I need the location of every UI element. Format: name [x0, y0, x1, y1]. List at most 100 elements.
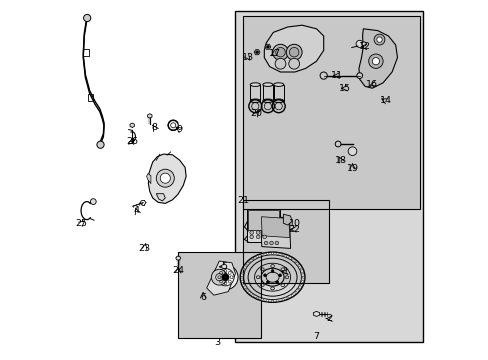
Polygon shape	[361, 42, 366, 46]
Circle shape	[97, 141, 104, 148]
Ellipse shape	[250, 83, 260, 86]
Ellipse shape	[271, 300, 273, 302]
Circle shape	[275, 58, 285, 69]
Ellipse shape	[297, 264, 300, 266]
Bar	[83, 49, 89, 56]
Text: 17: 17	[268, 49, 281, 58]
Ellipse shape	[265, 300, 268, 302]
Text: 25: 25	[76, 219, 88, 228]
Ellipse shape	[300, 284, 302, 286]
Text: 2: 2	[325, 314, 331, 323]
Polygon shape	[264, 25, 323, 72]
Circle shape	[320, 72, 326, 79]
Ellipse shape	[290, 294, 293, 296]
Circle shape	[263, 274, 266, 277]
Text: 22: 22	[287, 225, 300, 234]
Ellipse shape	[282, 254, 284, 256]
Circle shape	[368, 54, 382, 68]
Ellipse shape	[256, 297, 258, 299]
Ellipse shape	[263, 99, 272, 103]
Polygon shape	[247, 209, 279, 242]
Polygon shape	[130, 123, 134, 127]
Circle shape	[255, 51, 258, 54]
Circle shape	[335, 141, 340, 147]
Bar	[273, 85, 283, 101]
Circle shape	[211, 269, 227, 285]
Ellipse shape	[273, 99, 283, 103]
Ellipse shape	[247, 261, 250, 263]
Ellipse shape	[286, 297, 288, 299]
Text: 4: 4	[133, 206, 139, 215]
Text: 15: 15	[338, 84, 350, 93]
Text: 7: 7	[313, 332, 319, 341]
Ellipse shape	[261, 254, 263, 256]
Ellipse shape	[250, 99, 260, 103]
Polygon shape	[147, 114, 152, 118]
Circle shape	[249, 235, 253, 239]
Circle shape	[356, 73, 362, 78]
Text: 3: 3	[214, 338, 220, 347]
Ellipse shape	[241, 280, 243, 282]
Text: 18: 18	[334, 156, 346, 165]
Circle shape	[275, 281, 278, 284]
Circle shape	[156, 169, 174, 187]
Polygon shape	[261, 217, 289, 238]
Ellipse shape	[244, 264, 246, 266]
Polygon shape	[206, 261, 235, 295]
Circle shape	[168, 120, 178, 130]
Circle shape	[249, 231, 253, 234]
Circle shape	[373, 34, 384, 45]
Polygon shape	[260, 216, 290, 248]
Circle shape	[371, 58, 379, 65]
Text: 24: 24	[172, 266, 184, 275]
Bar	[235, 11, 422, 342]
Ellipse shape	[251, 294, 253, 296]
Circle shape	[285, 44, 302, 60]
Ellipse shape	[261, 299, 263, 301]
Circle shape	[90, 199, 96, 204]
Bar	[242, 16, 419, 209]
Circle shape	[289, 48, 298, 57]
Bar	[250, 85, 260, 101]
Text: 23: 23	[138, 244, 150, 253]
Circle shape	[216, 269, 234, 286]
Ellipse shape	[251, 258, 253, 260]
Circle shape	[263, 235, 266, 239]
Ellipse shape	[282, 299, 284, 301]
Circle shape	[272, 44, 288, 60]
Text: 8: 8	[151, 123, 157, 132]
Ellipse shape	[242, 284, 244, 286]
Circle shape	[222, 274, 228, 281]
Circle shape	[288, 58, 299, 69]
Circle shape	[275, 241, 278, 245]
Ellipse shape	[247, 292, 250, 293]
Polygon shape	[313, 311, 319, 316]
Circle shape	[212, 265, 238, 290]
Circle shape	[278, 274, 281, 277]
Text: 20: 20	[250, 109, 262, 118]
Ellipse shape	[294, 261, 297, 263]
Ellipse shape	[263, 83, 272, 86]
Ellipse shape	[286, 256, 288, 257]
Circle shape	[264, 241, 267, 245]
Bar	[242, 200, 328, 283]
Polygon shape	[175, 256, 181, 260]
Circle shape	[270, 270, 273, 273]
Polygon shape	[254, 50, 260, 55]
Polygon shape	[247, 210, 279, 230]
Bar	[235, 11, 422, 342]
Text: 19: 19	[346, 163, 358, 172]
Text: 10: 10	[288, 219, 300, 228]
Text: 12: 12	[358, 42, 370, 51]
Ellipse shape	[301, 280, 303, 282]
Text: 11: 11	[331, 71, 343, 80]
Bar	[242, 200, 328, 283]
Text: 9: 9	[176, 125, 183, 134]
Polygon shape	[148, 154, 186, 203]
Ellipse shape	[301, 272, 303, 274]
Ellipse shape	[271, 252, 273, 254]
Text: 14: 14	[379, 96, 391, 105]
Bar	[178, 252, 260, 338]
Bar	[87, 94, 93, 101]
Ellipse shape	[256, 256, 258, 257]
